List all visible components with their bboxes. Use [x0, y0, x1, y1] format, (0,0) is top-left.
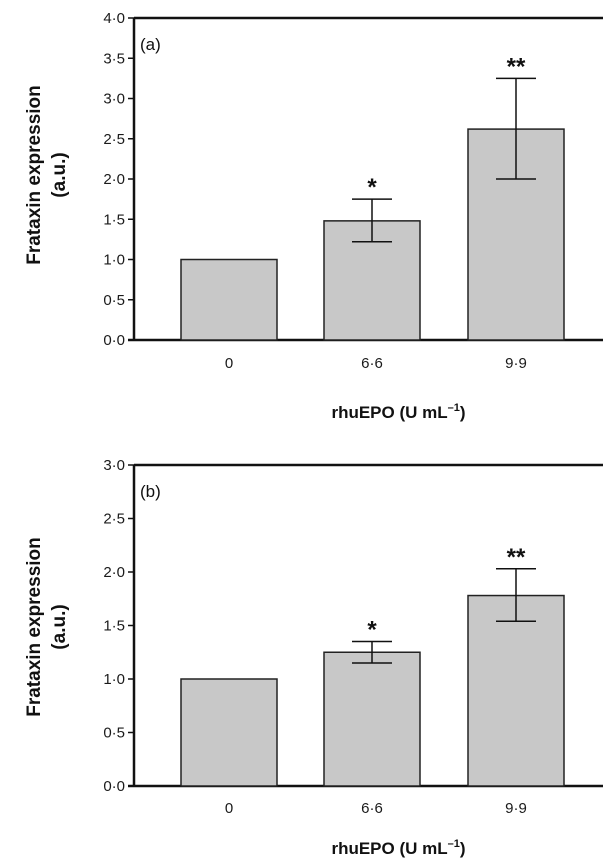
panel-a-y-tick-label: 2·5 — [103, 131, 125, 148]
panel-b-y-tick-label: 3·0 — [103, 457, 125, 474]
panel-a-x-tick-label-0: 0 — [225, 355, 233, 372]
panel-a-x-axis-label: rhuEPO (U mL–1) — [331, 402, 465, 422]
panel-b-y-tick-label: 1·5 — [103, 618, 125, 635]
panel-a: 0·0 0·5 1·0 1·5 2·0 2·5 3·0 3·5 4·0 0 * 6·6 ** 9·9 (a)… — [24, 10, 603, 422]
panel-b-y-tick-label: 2·0 — [103, 564, 125, 581]
panel-b: 0·0 0·5 1·0 1·5 2·0 2·5 3·0 0 * 6·6 ** 9·9 (b) Fratax… — [24, 457, 603, 858]
panel-a-y-tick-label: 3·5 — [103, 50, 125, 67]
panel-a-y-axis-label: Frataxin expression (a.u.) — [24, 85, 70, 265]
panel-a-label: (a) — [140, 35, 161, 54]
panel-a-bar-0 — [180, 258, 278, 341]
panel-a-x-tick-label-2: 9·9 — [505, 355, 527, 372]
panel-a-y-tick-label: 1·0 — [103, 252, 125, 269]
panel-a-y-tick-label: 1·5 — [103, 211, 125, 228]
panel-b-label: (b) — [140, 482, 161, 501]
panel-a-y-tick-label: 0·5 — [103, 292, 125, 309]
panel-a-y-tick-label: 2·0 — [103, 171, 125, 188]
panel-b-bar-1 — [323, 651, 421, 787]
panel-a-y-tick-label: 0·0 — [103, 332, 125, 349]
panel-a-significance-2: ** — [507, 53, 526, 80]
panel-b-x-tick-label-0: 0 — [225, 800, 233, 817]
panel-a-y-tick-label: 4·0 — [103, 10, 125, 27]
panel-a-y-tick-label: 3·0 — [103, 91, 125, 108]
panel-a-significance-1: * — [367, 174, 377, 201]
panel-a-x-tick-label-1: 6·6 — [361, 355, 383, 372]
panel-b-y-tick-label: 1·0 — [103, 671, 125, 688]
panel-b-y-axis-label: Frataxin expression (a.u.) — [24, 537, 70, 717]
panel-b-bar-0 — [180, 678, 278, 787]
panel-b-y-tick-label: 0·0 — [103, 778, 125, 795]
panel-b-x-tick-label-1: 6·6 — [361, 800, 383, 817]
panel-b-bar-2 — [467, 594, 565, 787]
panel-b-y-tick-label: 0·5 — [103, 725, 125, 742]
panel-b-y-tick-label: 2·5 — [103, 511, 125, 528]
panel-b-significance-2: ** — [507, 544, 526, 571]
panel-b-x-tick-label-2: 9·9 — [505, 800, 527, 817]
panel-b-x-axis-label: rhuEPO (U mL–1) — [331, 838, 465, 858]
panel-b-significance-1: * — [367, 617, 377, 644]
